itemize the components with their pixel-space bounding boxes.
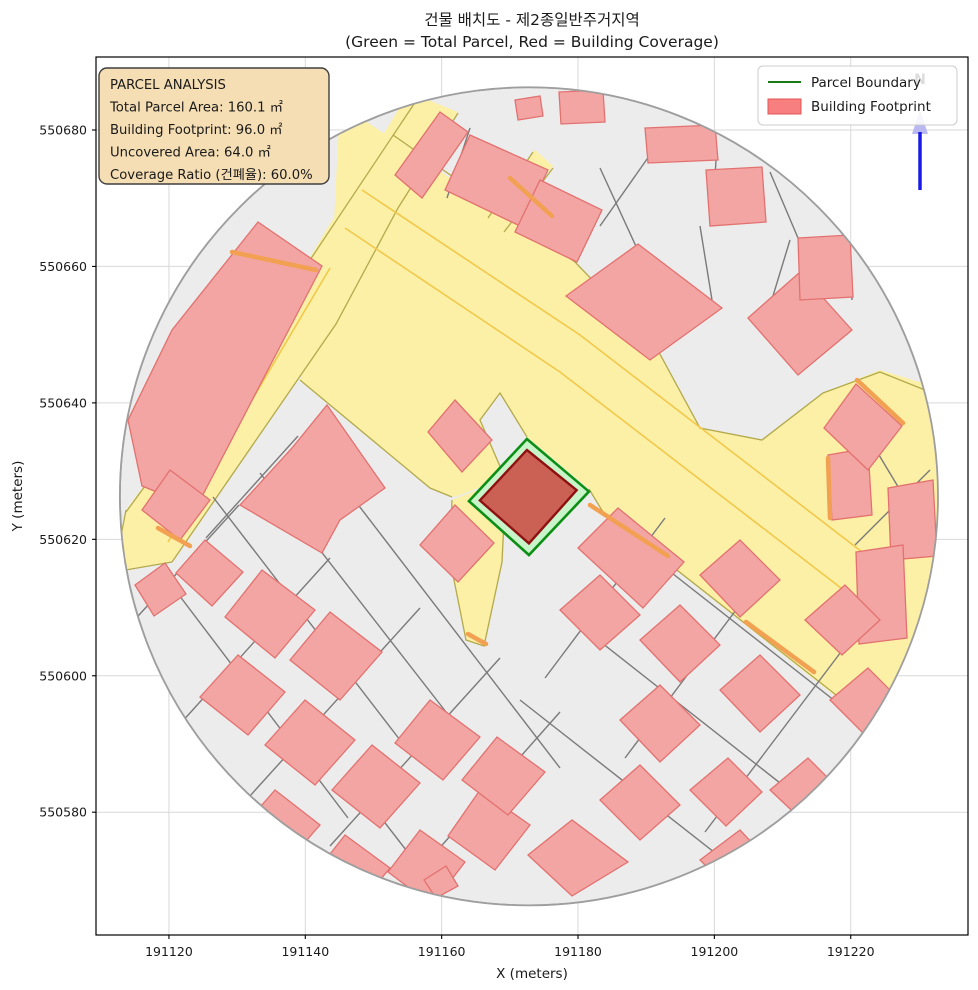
legend-label-parcel: Parcel Boundary <box>811 75 921 91</box>
legend-building-patch-icon <box>767 98 802 115</box>
x-tick-label: 191140 <box>281 944 329 959</box>
building <box>461 736 546 816</box>
building <box>238 403 386 554</box>
building <box>224 569 316 659</box>
tick-marks: 191120 191140 191160 191180 191200 191220 5505… <box>39 122 874 959</box>
road-centerline <box>344 227 881 619</box>
chart-title-line1: 건물 배치도 - 제2종일반주거지역 <box>424 11 640 29</box>
y-tick-label: 550580 <box>39 805 87 820</box>
y-tick-label: 550640 <box>39 395 87 410</box>
x-tick-label: 191120 <box>145 944 193 959</box>
building <box>264 699 356 786</box>
y-axis-label: Y (meters) <box>10 461 26 533</box>
map-clip-boundary <box>118 86 939 907</box>
road-accent <box>465 631 489 647</box>
y-tick-label: 550620 <box>39 532 87 547</box>
building <box>427 399 493 473</box>
road-accent <box>854 377 906 426</box>
road-accent <box>229 249 319 273</box>
building <box>331 744 421 829</box>
road <box>300 104 939 805</box>
building <box>127 221 323 509</box>
building <box>747 271 853 376</box>
building <box>577 507 685 609</box>
parcel-line <box>205 435 299 539</box>
building <box>644 124 719 164</box>
legend-box <box>757 65 958 126</box>
road-edge <box>479 391 528 479</box>
building <box>514 95 544 121</box>
parcel-analysis-line: Uncovered Area: 64.0 ㎡ <box>110 145 271 161</box>
road-edge <box>299 379 453 498</box>
building <box>527 819 630 897</box>
building <box>199 654 286 736</box>
parcel-analysis-box: PARCEL ANALYSIS Total Parcel Area: 160.1 … <box>98 67 330 185</box>
parcel-line <box>229 607 421 819</box>
focus-parcel-group <box>467 437 591 557</box>
building <box>619 684 701 763</box>
parcel-line <box>699 225 713 301</box>
parcel-analysis-line: Coverage Ratio (건폐율): 60.0% <box>110 167 313 183</box>
y-tick-label: 550660 <box>39 259 87 274</box>
parcel-line <box>599 151 653 227</box>
building <box>423 865 459 899</box>
y-tick-label: 550680 <box>39 122 87 137</box>
building <box>394 699 481 781</box>
x-axis-label: X (meters) <box>496 966 568 982</box>
building <box>823 383 903 471</box>
building <box>419 504 495 583</box>
building <box>599 764 681 841</box>
road-accent <box>743 619 817 675</box>
x-tick-label: 191180 <box>554 944 602 959</box>
road-accent <box>155 525 193 549</box>
x-tick-label: 191200 <box>691 944 739 959</box>
parcel-line <box>599 167 641 256</box>
road-accent <box>507 175 555 219</box>
road-accent <box>587 502 671 559</box>
building <box>719 654 801 733</box>
legend: Parcel Boundary Building Footprint <box>757 65 958 126</box>
building <box>394 111 469 199</box>
building <box>797 234 854 301</box>
building <box>134 562 187 617</box>
road-centerline <box>361 189 906 586</box>
chart-title-line2: (Green = Total Parcel, Red = Building Co… <box>345 33 719 51</box>
parcel-analysis-text: PARCEL ANALYSIS Total Parcel Area: 160.1 … <box>109 78 313 183</box>
parcel-analysis-line: Building Footprint: 96.0 ㎡ <box>110 122 282 138</box>
road-accent <box>825 455 833 521</box>
building <box>559 574 641 651</box>
zoning-map <box>119 87 939 906</box>
legend-label-building: Building Footprint <box>811 99 931 115</box>
building <box>699 539 781 618</box>
building <box>558 89 606 125</box>
building <box>689 757 763 827</box>
plot-border <box>95 56 969 936</box>
parcel-analysis-line: PARCEL ANALYSIS <box>110 78 226 93</box>
parcel-line <box>769 171 799 239</box>
y-tick-label: 550600 <box>39 668 87 683</box>
building <box>289 611 383 701</box>
building <box>639 604 721 683</box>
axes: 191120 191140 191160 191180 191200 191220 5505… <box>10 11 969 982</box>
building <box>447 789 531 871</box>
parcel-analysis-line: Total Parcel Area: 160.1 ㎡ <box>109 100 283 116</box>
x-tick-label: 191160 <box>418 944 466 959</box>
road-edge <box>392 134 926 441</box>
x-tick-label: 191220 <box>827 944 875 959</box>
building <box>804 584 881 656</box>
building <box>564 243 724 361</box>
building <box>175 539 244 607</box>
building <box>705 166 767 227</box>
parcel-analysis-frame <box>98 67 330 185</box>
building-footprint <box>478 448 579 546</box>
